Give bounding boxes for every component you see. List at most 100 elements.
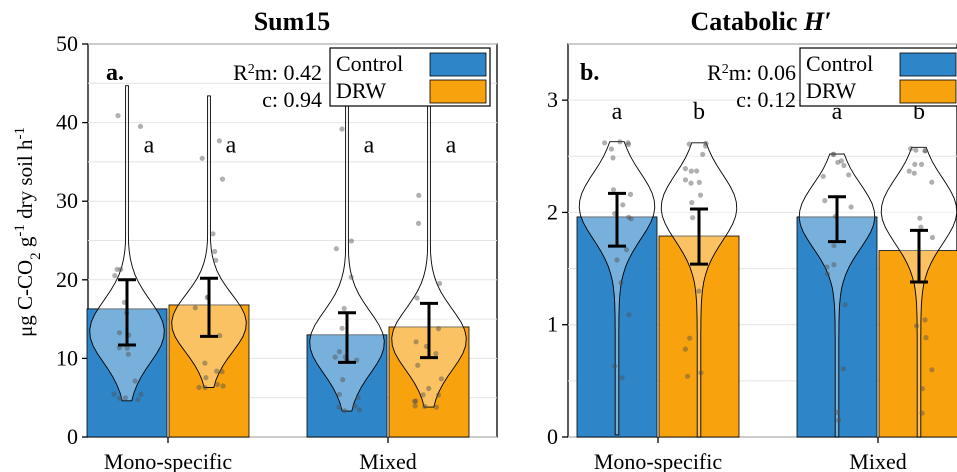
data-point	[348, 274, 354, 280]
significance-letter: a	[364, 132, 375, 158]
data-point	[355, 395, 361, 401]
data-point	[923, 335, 929, 341]
legend-swatch-drw	[429, 79, 487, 104]
legend-label-drw: DRW	[806, 78, 856, 103]
data-point	[908, 146, 914, 152]
y-tick-label: 40	[56, 110, 78, 135]
data-point	[694, 168, 700, 174]
legend-label-control: Control	[806, 51, 873, 76]
data-point	[213, 257, 219, 263]
data-point	[822, 198, 828, 204]
significance-letter: a	[144, 132, 155, 158]
violin	[578, 141, 656, 436]
data-point	[124, 345, 130, 351]
r2m-stat: R2m: 0.42	[233, 60, 322, 85]
data-point	[625, 141, 632, 148]
data-point	[929, 367, 935, 373]
data-point	[841, 162, 847, 169]
violin	[89, 85, 165, 402]
data-point	[824, 271, 831, 277]
data-point	[922, 317, 928, 323]
data-point	[415, 220, 422, 226]
data-point	[617, 139, 623, 145]
data-point	[696, 288, 702, 294]
data-point	[612, 363, 618, 369]
data-point	[333, 246, 339, 252]
data-point	[842, 302, 848, 308]
data-point	[628, 216, 634, 222]
data-point	[831, 151, 837, 157]
data-point	[214, 381, 220, 388]
violin	[660, 142, 738, 438]
y-tick-label: 0	[67, 424, 78, 449]
data-point	[610, 187, 617, 193]
data-point	[682, 166, 689, 172]
data-point	[911, 170, 917, 176]
data-point	[682, 177, 689, 183]
legend-label-drw: DRW	[336, 78, 386, 103]
data-point	[125, 351, 131, 357]
data-point	[112, 273, 118, 279]
y-tick-label: 1	[547, 312, 558, 337]
data-point	[922, 148, 928, 154]
data-point	[688, 168, 694, 174]
data-point	[912, 161, 918, 167]
data-point	[820, 173, 826, 179]
data-point	[919, 410, 925, 416]
data-point	[618, 280, 624, 286]
data-point	[414, 295, 420, 301]
legend-label-control: Control	[336, 51, 403, 76]
c-stat: c: 0.94	[262, 87, 322, 112]
data-point	[917, 215, 923, 221]
data-point	[696, 179, 702, 185]
data-point	[698, 370, 704, 376]
significance-letter: a	[612, 99, 623, 125]
data-point	[122, 395, 128, 401]
data-point	[117, 395, 123, 401]
y-tick-label: 30	[56, 188, 78, 213]
data-point	[413, 398, 419, 404]
data-point	[202, 384, 208, 391]
data-point	[682, 346, 689, 352]
data-point	[217, 333, 223, 339]
data-point	[203, 375, 209, 381]
data-point	[352, 403, 358, 409]
y-tick-label: 3	[547, 87, 558, 112]
significance-letter: a	[226, 132, 237, 158]
data-point	[336, 404, 342, 410]
c-stat: c: 0.12	[736, 87, 796, 112]
data-point	[137, 123, 144, 129]
data-point	[620, 202, 626, 208]
data-point	[339, 126, 345, 132]
data-point	[627, 191, 634, 197]
violin	[391, 98, 467, 408]
violin	[309, 98, 385, 412]
data-point	[192, 305, 198, 311]
y-tick-label: 10	[56, 345, 78, 370]
data-point	[700, 151, 706, 157]
data-point	[619, 375, 625, 381]
data-point	[614, 257, 620, 263]
data-point	[610, 155, 616, 161]
violin	[880, 146, 957, 438]
data-point	[623, 247, 630, 253]
data-point	[214, 368, 220, 374]
x-tick-label: Mixed	[849, 449, 906, 472]
data-point	[135, 397, 141, 403]
data-point	[111, 391, 117, 397]
y-tick-label: 0	[547, 424, 558, 449]
data-point	[196, 384, 202, 390]
data-point	[690, 215, 696, 221]
bar-control-1	[796, 216, 878, 438]
y-tick-label: 2	[547, 199, 558, 224]
data-point	[220, 383, 226, 389]
data-point	[685, 373, 691, 379]
data-point	[416, 192, 422, 198]
panel-sum15: 0 10 20 30 40 50 Mono-specific Mixed a a a a a. R2m: …	[56, 7, 498, 472]
x-tick-label: Mono-specific	[104, 449, 233, 472]
data-point	[336, 349, 342, 355]
y-axis-label: μg C-CO2 g-1 dry soil h-1	[12, 127, 44, 337]
data-point	[433, 404, 439, 410]
data-point	[703, 140, 709, 146]
